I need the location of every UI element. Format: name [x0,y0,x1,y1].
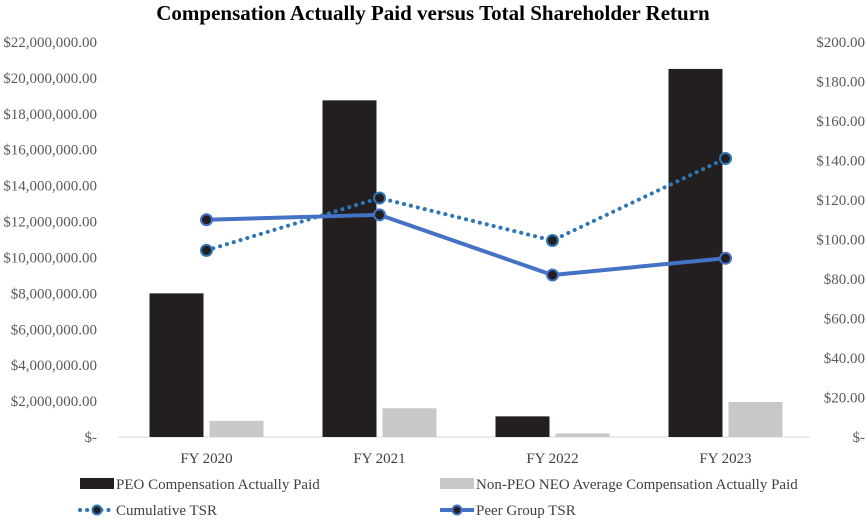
legend-label: PEO Compensation Actually Paid [116,477,320,493]
legend-label: Non-PEO NEO Average Compensation Actuall… [476,477,798,493]
peo-bar [149,293,204,437]
line-group [200,152,732,282]
left-tick-label: $20,000,000.00 [3,71,97,87]
left-tick-label: $14,000,000.00 [3,179,97,195]
chart-title: Compensation Actually Paid versus Total … [156,1,710,25]
right-tick-label: $140.00 [816,154,865,170]
left-tick-label: $2,000,000.00 [11,394,97,410]
legend-peo: PEO Compensation Actually Paid [80,477,320,493]
legend-non-peo: Non-PEO NEO Average Compensation Actuall… [440,477,798,493]
right-tick-label: $200.00 [816,35,865,51]
legend-label: Peer Group TSR [476,503,576,519]
cumulative-tsr-marker [546,233,559,247]
legend-swatch [80,478,114,489]
right-tick-label: $100.00 [816,233,865,249]
legend-swatch [440,478,474,489]
non-peo-bar [209,420,264,437]
right-tick-label: $- [853,430,866,446]
cumulative-tsr-marker [373,191,386,205]
left-tick-label: $18,000,000.00 [3,107,97,123]
left-tick-label: $12,000,000.00 [3,215,97,231]
right-tick-label: $120.00 [816,193,865,209]
legend-marker [451,504,463,516]
left-axis: $- $2,000,000.00 $4,000,000.00 $6,000,000.0… [3,35,97,446]
peer-group-tsr-marker [373,208,386,222]
legend: PEO Compensation Actually Paid Non-PEO NE… [78,477,798,519]
peer-group-tsr-marker [546,268,559,282]
legend-cumulative-tsr: Cumulative TSR [78,503,217,519]
right-axis: $- $20.00 $40.00 $60.00 $80.00 $100.00 $120.00… [816,35,865,446]
right-tick-label: $80.00 [824,272,865,288]
non-peo-bar [728,401,783,437]
category-label: FY 2020 [180,451,232,467]
legend-peer-group-tsr: Peer Group TSR [440,503,576,519]
right-tick-label: $180.00 [816,75,865,91]
cumulative-tsr-marker [719,152,732,166]
peo-bar [668,68,723,437]
peo-bar [495,416,550,437]
peer-group-tsr-marker [200,213,213,227]
cumulative-tsr-line [204,156,728,253]
left-tick-label: $10,000,000.00 [3,250,97,266]
peer-group-tsr-line [206,212,726,278]
peo-bar [322,100,377,438]
left-tick-label: $8,000,000.00 [11,286,97,302]
right-tick-label: $40.00 [824,351,865,367]
cumulative-tsr-marker [200,243,213,257]
left-tick-label: $22,000,000.00 [3,35,97,51]
left-tick-label: $- [85,430,98,446]
left-tick-label: $6,000,000.00 [11,322,97,338]
left-tick-label: $4,000,000.00 [11,358,97,374]
non-peo-bar [555,433,610,437]
legend-label: Cumulative TSR [116,503,217,519]
right-tick-label: $20.00 [824,391,865,407]
peer-group-tsr-marker [719,251,732,265]
right-tick-label: $60.00 [824,312,865,328]
left-tick-label: $16,000,000.00 [3,143,97,159]
category-label: FY 2023 [699,451,751,467]
legend-marker [91,504,103,516]
non-peo-bar [382,408,437,437]
category-label: FY 2022 [526,451,578,467]
bar-group [149,68,783,438]
right-tick-label: $160.00 [816,114,865,130]
category-labels: FY 2020 FY 2021 FY 2022 FY 2023 [180,451,751,467]
category-label: FY 2021 [353,451,405,467]
